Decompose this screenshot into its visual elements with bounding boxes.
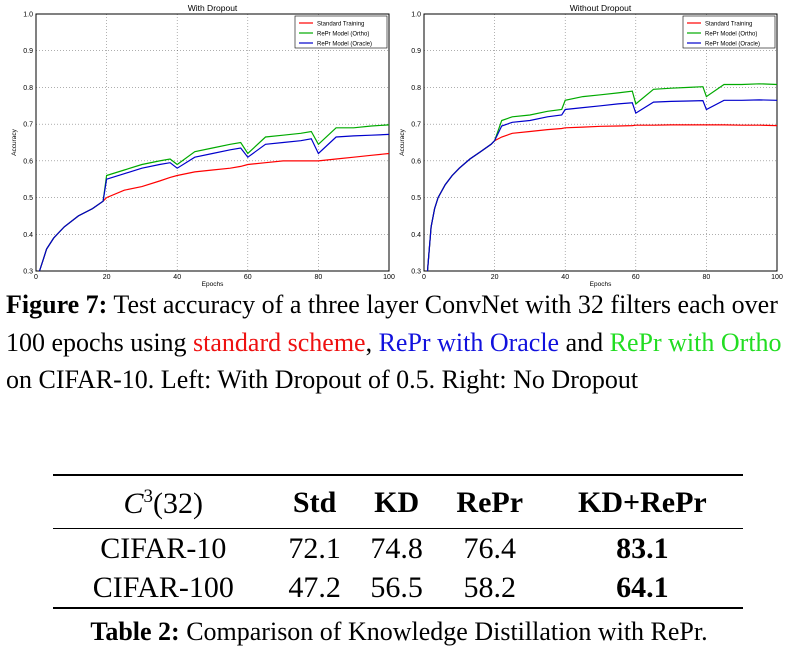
- y-tick-label: 0.6: [411, 158, 421, 165]
- x-tick-label: 80: [703, 274, 711, 281]
- chart-1: 0.3 0.4 0.5 0.6 0.7 0.8 0.9 1.0 0 20 40 60 80 100 With…: [11, 3, 395, 288]
- y-tick-label: 0.9: [23, 48, 33, 55]
- legend-label: RePr Model (Oracle): [317, 41, 372, 47]
- chart-2: 0.3 0.4 0.5 0.6 0.7 0.8 0.9 1.0 0 20 40 60 80 100 With…: [399, 3, 783, 288]
- series-line-standard-training: [426, 124, 778, 272]
- table-header-kd: KD: [355, 474, 438, 529]
- figure-caption: Figure 7: Test accuracy of a three layer…: [6, 286, 794, 399]
- caption-text: and: [559, 327, 610, 357]
- series-line-repr-model-oracle-: [38, 133, 390, 272]
- caption-text: ,: [365, 327, 379, 357]
- chart-title: With Dropout: [188, 3, 238, 13]
- y-axis-label: Accuracy: [11, 128, 18, 155]
- y-tick-label: 1.0: [411, 12, 421, 19]
- y-tick-label: 0.4: [411, 232, 421, 239]
- y-tick-label: 0.9: [411, 48, 421, 55]
- y-tick-label: 0.7: [23, 122, 33, 129]
- legend-label: RePr Model (Ortho): [705, 31, 757, 37]
- cell-std: 47.2: [273, 568, 356, 609]
- y-tick-label: 0.7: [411, 122, 421, 129]
- table-row: CIFAR-10 72.1 74.8 76.4 83.1: [53, 529, 743, 569]
- x-axis-label: Epochs: [202, 281, 224, 288]
- x-tick-label: 60: [632, 274, 640, 281]
- accuracy-charts: 0.3 0.4 0.5 0.6 0.7 0.8 0.9 1.0 0 20 40 60 80 100 With…: [11, 3, 783, 288]
- table-row: CIFAR-100 47.2 56.5 58.2 64.1: [53, 568, 743, 609]
- y-tick-label: 0.8: [411, 85, 421, 92]
- x-tick-label: 40: [173, 274, 181, 281]
- cell-kd-repr: 64.1: [541, 568, 743, 609]
- y-tick-label: 0.3: [411, 269, 421, 276]
- table-caption: Table 2: Comparison of Knowledge Distill…: [0, 617, 798, 647]
- row-name: CIFAR-10: [100, 531, 227, 565]
- caption-text: Test accuracy of a three layer ConvNet w…: [6, 290, 778, 357]
- series-line-standard-training: [38, 152, 390, 272]
- table-label: Table 2:: [90, 617, 180, 646]
- cell-repr: 76.4: [463, 531, 516, 565]
- caption-standard: standard scheme: [193, 327, 366, 357]
- legend-label: Standard Training: [705, 21, 752, 27]
- y-axis-label: Accuracy: [399, 128, 406, 155]
- y-tick-label: 1.0: [23, 12, 33, 19]
- chart-title: Without Dropout: [570, 3, 632, 13]
- caption-ortho: RePr with Ortho: [609, 327, 782, 357]
- cell-kd: 56.5: [355, 568, 438, 609]
- plot-frame: [35, 13, 390, 272]
- y-tick-label: 0.8: [23, 85, 33, 92]
- comparison-table: C3(32) Std KD RePr KD+RePr CIFAR-10 72.1…: [53, 474, 743, 609]
- table-header-std: Std: [273, 474, 356, 529]
- cell-repr: 58.2: [437, 568, 542, 609]
- x-tick-label: 0: [422, 274, 426, 281]
- y-tick-label: 0.5: [411, 195, 421, 202]
- cell-kd-repr: 83.1: [616, 531, 669, 565]
- table-header-row: C3(32) Std KD RePr KD+RePr: [53, 474, 743, 529]
- row-name: CIFAR-100: [53, 568, 274, 609]
- x-tick-label: 0: [34, 274, 38, 281]
- table-caption-text: Comparison of Knowledge Distillation wit…: [179, 617, 708, 646]
- plot-frame: [423, 13, 778, 272]
- series-line-repr-model-ortho-: [38, 124, 390, 272]
- y-tick-label: 0.5: [23, 195, 33, 202]
- caption-text: on CIFAR-10. Left: With Dropout of 0.5. …: [6, 365, 639, 394]
- figure-label: Figure 7:: [6, 290, 108, 319]
- x-tick-label: 60: [244, 274, 252, 281]
- x-tick-label: 20: [491, 274, 499, 281]
- x-axis-label: Epochs: [590, 281, 612, 288]
- legend-label: Standard Training: [317, 21, 364, 27]
- series-line-repr-model-ortho-: [426, 83, 778, 272]
- caption-oracle: RePr with Oracle: [378, 327, 560, 357]
- cell-kd: 74.8: [370, 531, 423, 565]
- x-tick-label: 100: [771, 274, 783, 281]
- x-tick-label: 40: [561, 274, 569, 281]
- x-tick-label: 20: [103, 274, 111, 281]
- x-tick-label: 100: [383, 274, 395, 281]
- y-tick-label: 0.4: [23, 232, 33, 239]
- table-header-repr: RePr: [437, 474, 542, 529]
- cell-std: 72.1: [288, 531, 341, 565]
- legend-label: RePr Model (Ortho): [317, 31, 369, 37]
- x-tick-label: 80: [315, 274, 323, 281]
- legend-label: RePr Model (Oracle): [705, 41, 760, 47]
- y-tick-label: 0.6: [23, 158, 33, 165]
- table-header-c3: C3(32): [53, 474, 274, 529]
- table-header-kd-repr: KD+RePr: [541, 474, 743, 529]
- series-line-repr-model-oracle-: [426, 99, 778, 272]
- y-tick-label: 0.3: [23, 269, 33, 276]
